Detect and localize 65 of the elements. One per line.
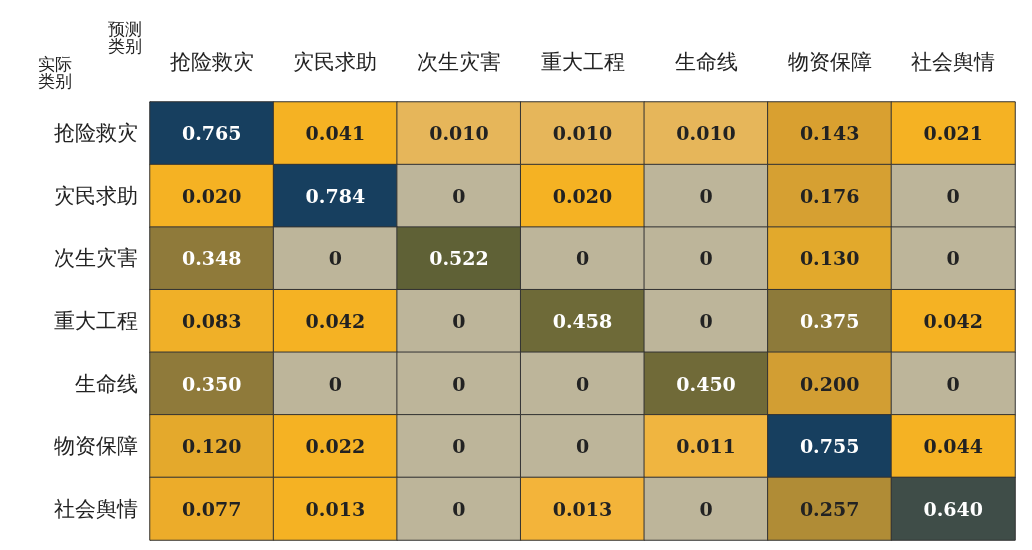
data-label: 0.013 (305, 497, 366, 520)
y-tick-label: 生命线 (75, 371, 138, 396)
x-tick-label: 生命线 (674, 49, 738, 74)
y-tick-label: 次生灾害 (54, 246, 138, 271)
data-label: 0.348 (182, 247, 242, 270)
x-tick-label: 社会舆情 (911, 49, 996, 74)
data-label: 0.010 (676, 122, 736, 145)
data-label: 0.013 (552, 497, 613, 520)
data-label: 0.020 (552, 184, 613, 207)
data-label: 0.130 (799, 247, 860, 270)
x-tick-label: 次生灾害 (416, 49, 501, 74)
data-label: 0.640 (923, 497, 983, 520)
x-tick-label: 抢险救灾 (169, 49, 254, 74)
data-label: 0 (946, 372, 960, 395)
data-label: 0 (575, 435, 590, 458)
data-label: 0.375 (799, 310, 860, 332)
x-tick-label: 物资保障 (787, 49, 872, 74)
y-tick-label: 灾民求助 (54, 183, 138, 208)
data-label: 0.022 (305, 435, 366, 458)
data-label: 0 (328, 372, 342, 395)
data-label: 0 (699, 247, 713, 270)
data-label: 0.522 (429, 247, 489, 270)
data-label: 0.011 (676, 435, 736, 458)
data-label: 0.010 (552, 122, 613, 145)
data-label: 0.257 (799, 497, 860, 520)
data-label: 0.042 (923, 310, 983, 332)
data-label: 0.020 (182, 184, 242, 207)
x-tick-label: 重大工程 (540, 49, 625, 74)
data-label: 0.755 (799, 435, 860, 458)
data-label: 0.450 (676, 372, 736, 395)
data-label: 0.021 (923, 122, 983, 145)
y-axis-title: 实际类别 (38, 53, 72, 91)
data-label: 0 (452, 310, 466, 332)
data-label: 0 (699, 497, 713, 520)
data-label: 0 (946, 184, 960, 207)
data-label: 0 (699, 310, 713, 332)
data-label: 0 (575, 247, 590, 270)
data-label: 0.083 (182, 310, 242, 332)
data-label: 0.350 (182, 372, 242, 395)
data-label: 0 (452, 497, 466, 520)
data-label: 0.200 (799, 372, 860, 395)
y-tick-label: 抢险救灾 (54, 121, 138, 146)
x-tick-label: 灾民求助 (293, 49, 378, 74)
data-label: 0.010 (429, 122, 489, 145)
data-label: 0.041 (305, 122, 366, 145)
x-axis-title: 预测类别 (108, 18, 142, 56)
y-tick-label: 社会舆情 (54, 496, 138, 521)
data-label: 0.044 (923, 435, 983, 458)
data-label: 0 (452, 435, 466, 458)
data-label: 0.042 (305, 310, 366, 332)
data-label: 0.784 (305, 184, 366, 207)
data-label: 0 (452, 184, 466, 207)
data-label: 0 (699, 184, 713, 207)
data-label: 0 (575, 372, 590, 395)
data-label: 0.120 (182, 435, 242, 458)
data-label: 0 (328, 247, 342, 270)
y-tick-label: 重大工程 (54, 309, 138, 333)
data-label: 0 (452, 372, 466, 395)
data-label: 0.143 (799, 122, 860, 145)
data-label: 0.176 (799, 184, 860, 207)
y-tick-label: 物资保障 (54, 434, 138, 459)
data-label: 0.765 (182, 122, 242, 145)
data-label: 0.458 (552, 310, 613, 332)
data-label: 0.077 (182, 497, 242, 520)
data-label: 0 (946, 247, 960, 270)
